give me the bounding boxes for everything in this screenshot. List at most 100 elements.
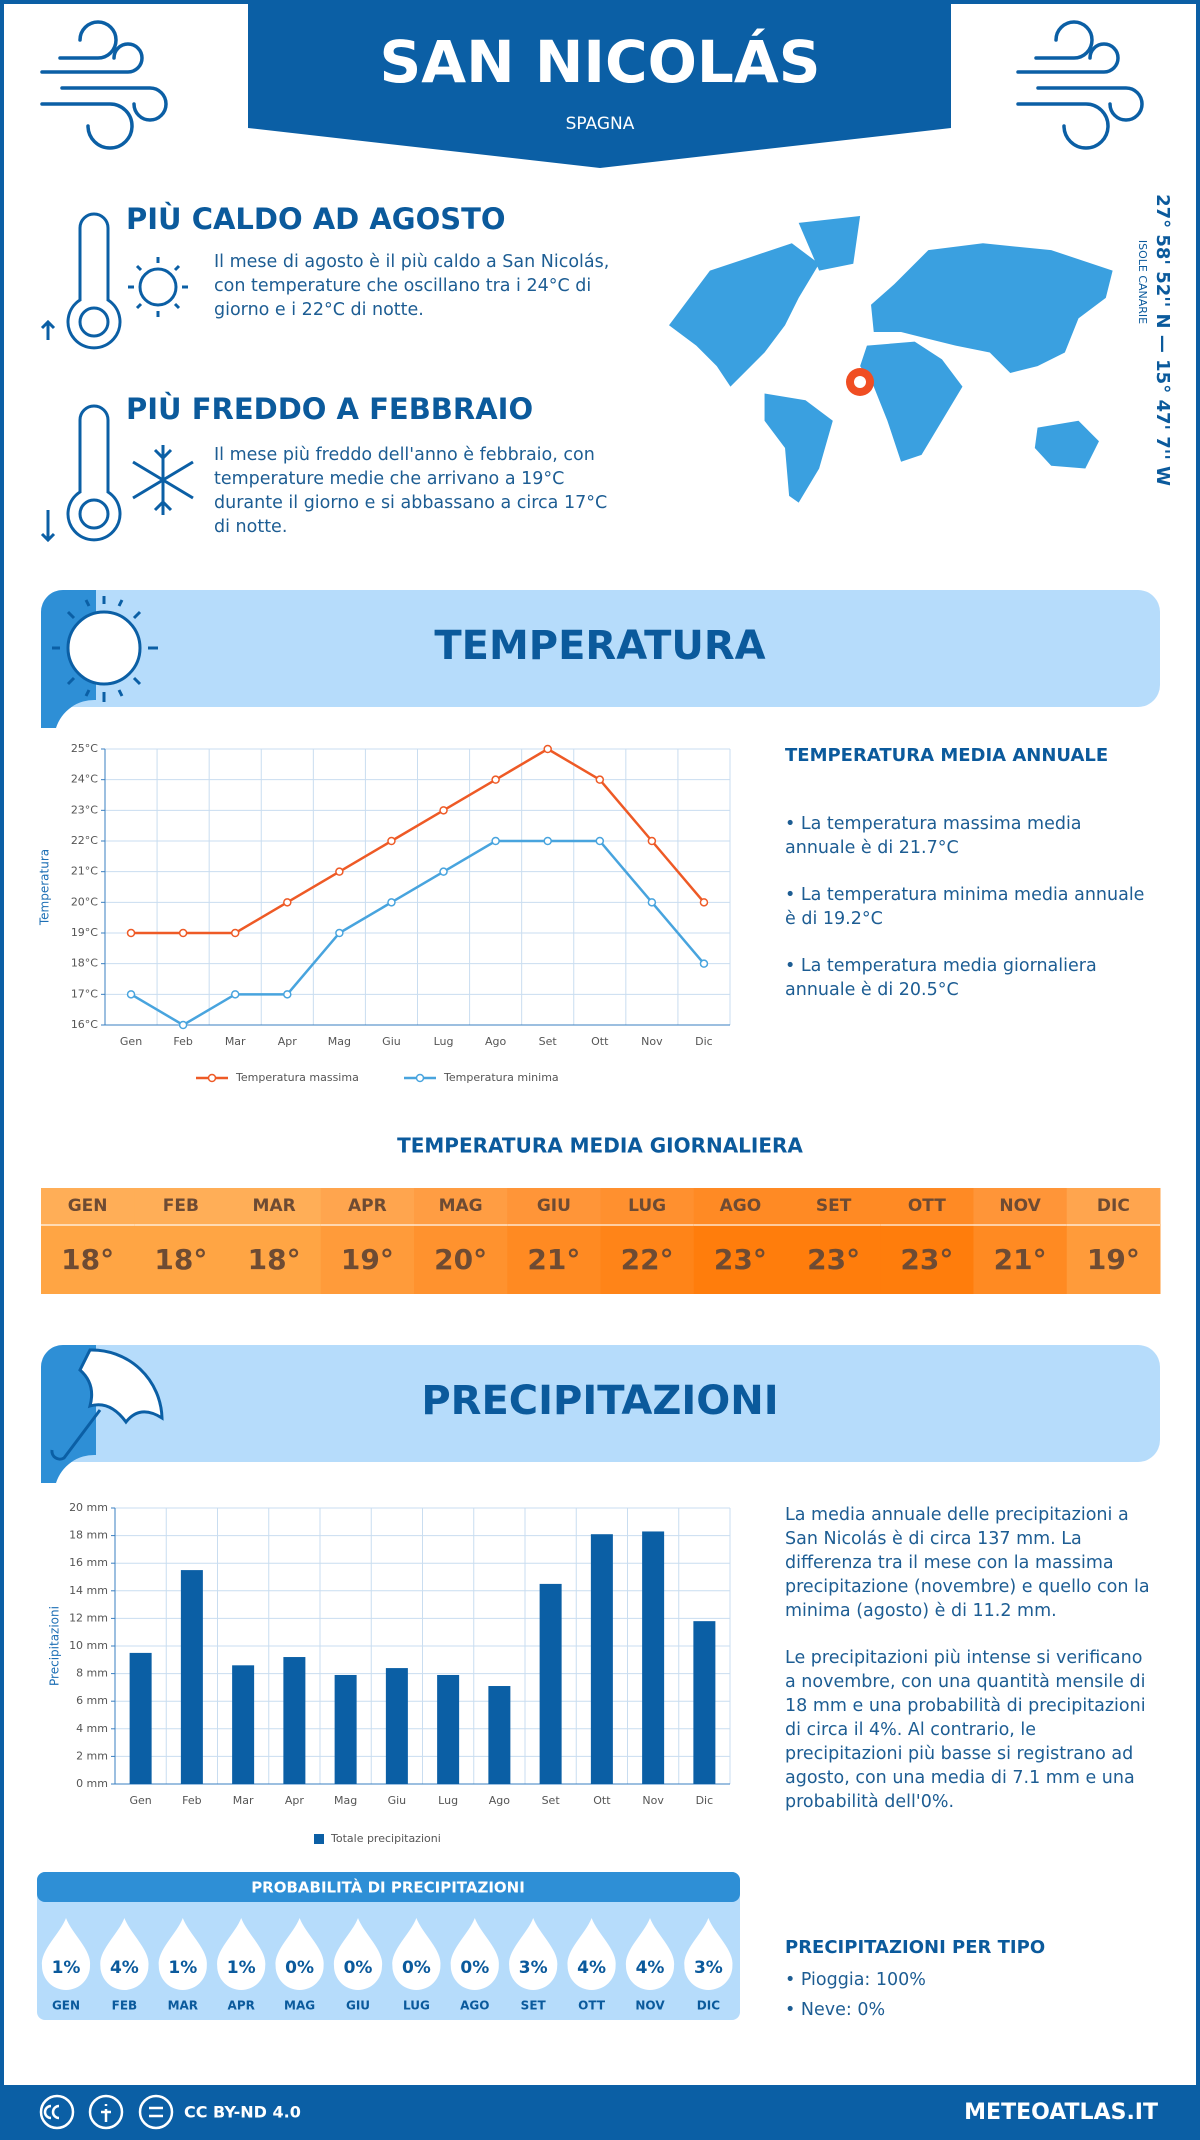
x-tick-label: Lug bbox=[438, 1794, 458, 1807]
drop bbox=[392, 1918, 441, 1991]
y-tick-label: 6 mm bbox=[76, 1694, 108, 1707]
y-tick-label: 18 mm bbox=[69, 1529, 108, 1542]
daily-value: 18° bbox=[61, 1243, 114, 1276]
daily-cell bbox=[787, 1188, 881, 1294]
daily-month: MAR bbox=[253, 1196, 296, 1216]
daily-title: TEMPERATURA MEDIA GIORNALIERA bbox=[397, 1134, 803, 1158]
daily-month: SET bbox=[816, 1196, 852, 1216]
daily-cell-header bbox=[787, 1188, 881, 1224]
x-tick-label: Ago bbox=[485, 1035, 507, 1048]
x-tick-label: Dic bbox=[695, 1035, 713, 1048]
continent bbox=[860, 341, 963, 462]
summary-title: TEMPERATURA MEDIA ANNUALE bbox=[785, 745, 1109, 766]
precip-paragraph: Le precipitazioni più intense si verific… bbox=[785, 1648, 1146, 1812]
x-tick-label: Lug bbox=[434, 1035, 454, 1048]
banner-accent bbox=[41, 1345, 96, 1483]
hot-icon bbox=[40, 212, 188, 350]
daily-cell-header bbox=[507, 1188, 601, 1224]
daily-cell bbox=[693, 1188, 788, 1294]
probability-month: AGO bbox=[460, 1999, 489, 2013]
point bbox=[699, 959, 709, 968]
point bbox=[595, 775, 605, 784]
daily-cell bbox=[134, 1188, 228, 1294]
daily-month: DIC bbox=[1097, 1196, 1130, 1216]
bar bbox=[642, 1531, 665, 1784]
wind-icon bbox=[40, 20, 168, 150]
type-item: • Neve: 0% bbox=[785, 2000, 886, 2020]
sun-rays bbox=[128, 257, 188, 317]
daily-month: GIU bbox=[537, 1196, 571, 1216]
daily-cell-header bbox=[41, 1188, 135, 1224]
bar bbox=[334, 1674, 357, 1784]
site: METEOATLAS.IT bbox=[964, 2100, 1158, 2125]
legend-swatch bbox=[314, 1834, 324, 1844]
bar bbox=[539, 1583, 562, 1784]
daily-value: 18° bbox=[248, 1243, 301, 1276]
point bbox=[647, 836, 657, 846]
y-tick-label: 10 mm bbox=[69, 1639, 108, 1652]
probability-month: FEB bbox=[112, 1999, 138, 2013]
y-tick-label: 18°C bbox=[71, 957, 98, 970]
drop bbox=[158, 1918, 207, 1991]
point bbox=[595, 836, 605, 846]
thermometer bbox=[66, 404, 122, 542]
sun bbox=[66, 610, 142, 686]
probability-value: 4% bbox=[577, 1958, 606, 1978]
cold-icon bbox=[40, 404, 194, 543]
drop bbox=[41, 1918, 91, 1990]
x-tick-label: Ago bbox=[489, 1794, 511, 1807]
point bbox=[491, 775, 500, 784]
y-tick-label: 17°C bbox=[71, 987, 98, 1000]
x-tick-label: Nov bbox=[642, 1794, 664, 1807]
line bbox=[131, 747, 705, 935]
arrow-down bbox=[40, 510, 56, 543]
license: CC BY-ND 4.0 bbox=[184, 2103, 301, 2122]
daily-value: 23° bbox=[714, 1243, 767, 1276]
highlight-text: Il mese più freddo dell'anno è febbraio,… bbox=[214, 445, 608, 537]
y-tick-label: 22°C bbox=[71, 834, 98, 847]
daily-cell bbox=[414, 1188, 508, 1294]
y-tick-label: 12 mm bbox=[69, 1611, 108, 1624]
daily-value: 23° bbox=[900, 1243, 953, 1276]
continent bbox=[871, 243, 1113, 373]
point bbox=[126, 928, 136, 938]
y-tick-label: 25°C bbox=[71, 742, 98, 755]
umbrella-handle bbox=[50, 1409, 102, 1461]
type-item: • Pioggia: 100% bbox=[785, 1970, 926, 1990]
probability-title: PROBABILITÀ DI PRECIPITAZIONI bbox=[251, 1878, 525, 1897]
y-tick-label: 0 mm bbox=[76, 1777, 108, 1790]
probability-value: 1% bbox=[52, 1958, 81, 1978]
probability-value: 1% bbox=[227, 1958, 256, 1978]
x-tick-label: Feb bbox=[182, 1794, 201, 1807]
point bbox=[283, 990, 292, 999]
thermometer bbox=[66, 212, 122, 350]
y-tick-label: 24°C bbox=[71, 773, 98, 786]
wind-stroke bbox=[1036, 86, 1144, 122]
drop bbox=[450, 1918, 499, 1991]
umbrella bbox=[78, 1348, 164, 1425]
section-banner bbox=[41, 590, 1160, 707]
drop bbox=[275, 1918, 324, 1991]
bar bbox=[283, 1657, 306, 1784]
x-tick-label: Apr bbox=[285, 1794, 305, 1807]
bar bbox=[590, 1534, 613, 1784]
daily-cell-header bbox=[973, 1188, 1068, 1224]
point bbox=[230, 990, 240, 999]
y-tick-label: 19°C bbox=[71, 926, 98, 939]
drop bbox=[684, 1918, 733, 1991]
sun-rays bbox=[52, 596, 158, 702]
drop bbox=[333, 1918, 383, 1990]
probability-month: GIU bbox=[346, 1999, 370, 2013]
daily-cell-header bbox=[880, 1188, 974, 1224]
y-tick-label: 4 mm bbox=[76, 1722, 108, 1735]
continent bbox=[798, 216, 861, 271]
point bbox=[387, 898, 396, 907]
daily-cell-header bbox=[1066, 1188, 1161, 1224]
bar bbox=[129, 1652, 152, 1784]
x-tick-label: Set bbox=[539, 1035, 558, 1048]
daily-cell bbox=[880, 1188, 974, 1294]
point bbox=[178, 1020, 188, 1030]
y-tick-label: 8 mm bbox=[76, 1667, 108, 1680]
daily-value: 21° bbox=[994, 1243, 1047, 1276]
